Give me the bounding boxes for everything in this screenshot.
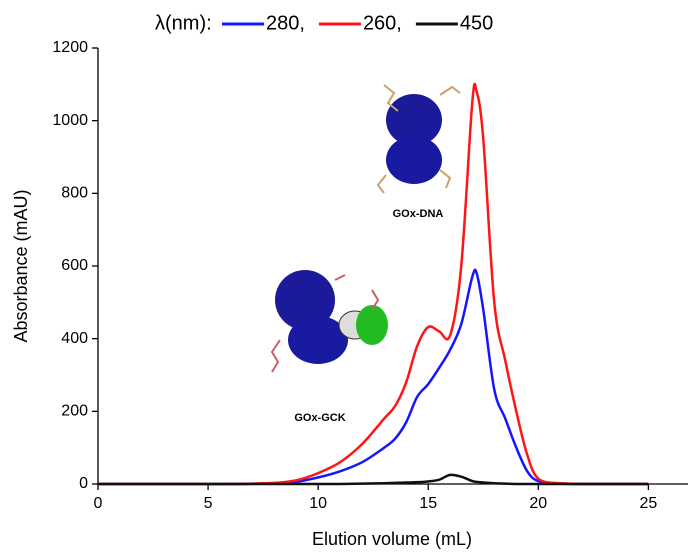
legend-label: 450 <box>460 12 493 34</box>
molecule-dna <box>376 84 461 194</box>
legend-label: 280, <box>266 12 305 34</box>
y-tick-label: 0 <box>79 475 88 492</box>
x-tick-label: 20 <box>529 495 547 512</box>
y-tick-label: 200 <box>61 403 88 420</box>
data-line <box>97 268 649 486</box>
y-axis-label: Absorbance (mAU) <box>11 189 31 342</box>
annotation: GOx-GCK <box>294 412 345 424</box>
x-axis-label: Elution volume (mL) <box>312 529 472 549</box>
x-tick-label: 5 <box>204 495 213 512</box>
data-line <box>97 473 649 486</box>
legend-label: 260, <box>363 12 402 34</box>
x-tick-label: 0 <box>94 495 103 512</box>
y-tick-label: 1000 <box>52 112 88 129</box>
molecule-gck <box>270 270 388 373</box>
x-tick-label: 10 <box>309 495 327 512</box>
y-tick-label: 1200 <box>52 39 88 56</box>
data-line <box>97 82 649 486</box>
y-tick-label: 600 <box>61 257 88 274</box>
y-tick-label: 400 <box>61 330 88 347</box>
legend-title: λ(nm): <box>155 12 212 34</box>
annotation: GOx-DNA <box>393 208 444 220</box>
y-tick-label: 800 <box>61 185 88 202</box>
x-tick-label: 25 <box>639 495 657 512</box>
x-tick-label: 15 <box>419 495 437 512</box>
